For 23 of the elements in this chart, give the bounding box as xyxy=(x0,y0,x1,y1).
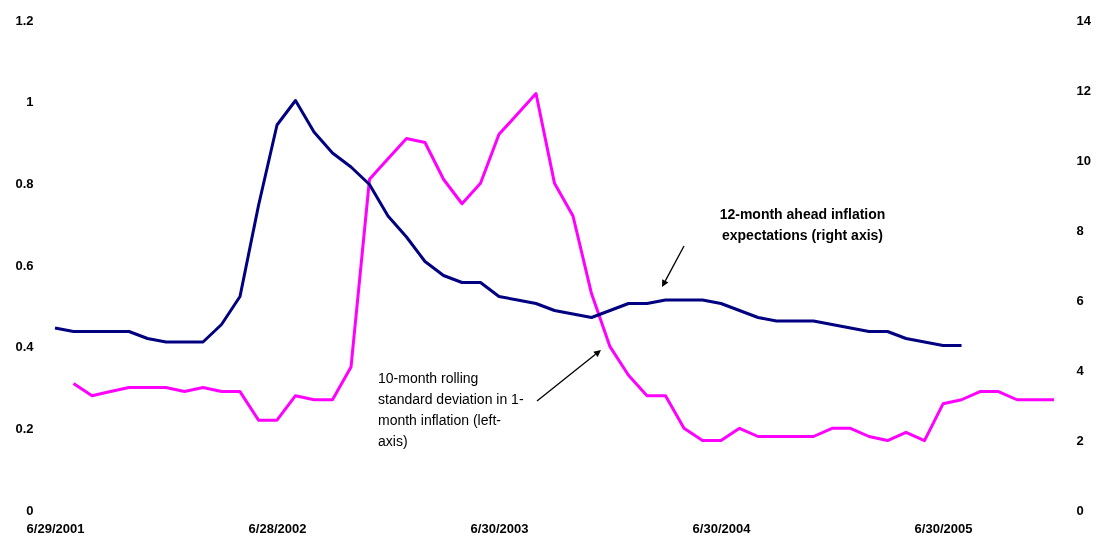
annotation: 12-month ahead inflation expectations (right axis) xyxy=(718,205,887,245)
x-tick-label: 6/30/2004 xyxy=(692,520,752,536)
y2-tick-label: 14 xyxy=(1076,12,1092,28)
annotation: 10-month rolling standard deviation in 1-month inflation (left-axis) xyxy=(378,369,525,451)
x-tick-label: 6/30/2005 xyxy=(914,520,973,536)
y2-tick-label: 8 xyxy=(1076,222,1084,238)
y-tick-label: 0.6 xyxy=(15,257,34,273)
y2-tick-label: 4 xyxy=(1076,362,1085,378)
y2-tick-label: 10 xyxy=(1076,152,1091,168)
y2-tick-label: 6 xyxy=(1076,292,1084,308)
y-tick-label: 1.2 xyxy=(15,12,34,28)
x-tick-label: 6/29/2001 xyxy=(26,520,85,536)
y-tick-label: 0.4 xyxy=(15,339,35,355)
x-tick-label: 6/28/2002 xyxy=(248,520,307,536)
y-tick-label: 0.2 xyxy=(15,420,34,436)
y-tick-label: 1 xyxy=(26,94,34,110)
y2-tick-label: 0 xyxy=(1076,502,1084,518)
line-series xyxy=(53,99,963,347)
y-tick-label: 0.8 xyxy=(15,175,34,191)
x-tick-label: 6/30/2003 xyxy=(470,520,529,536)
y2-tick-label: 2 xyxy=(1076,432,1084,448)
y-tick-label: 0 xyxy=(26,502,34,518)
y2-tick-label: 12 xyxy=(1076,82,1091,98)
